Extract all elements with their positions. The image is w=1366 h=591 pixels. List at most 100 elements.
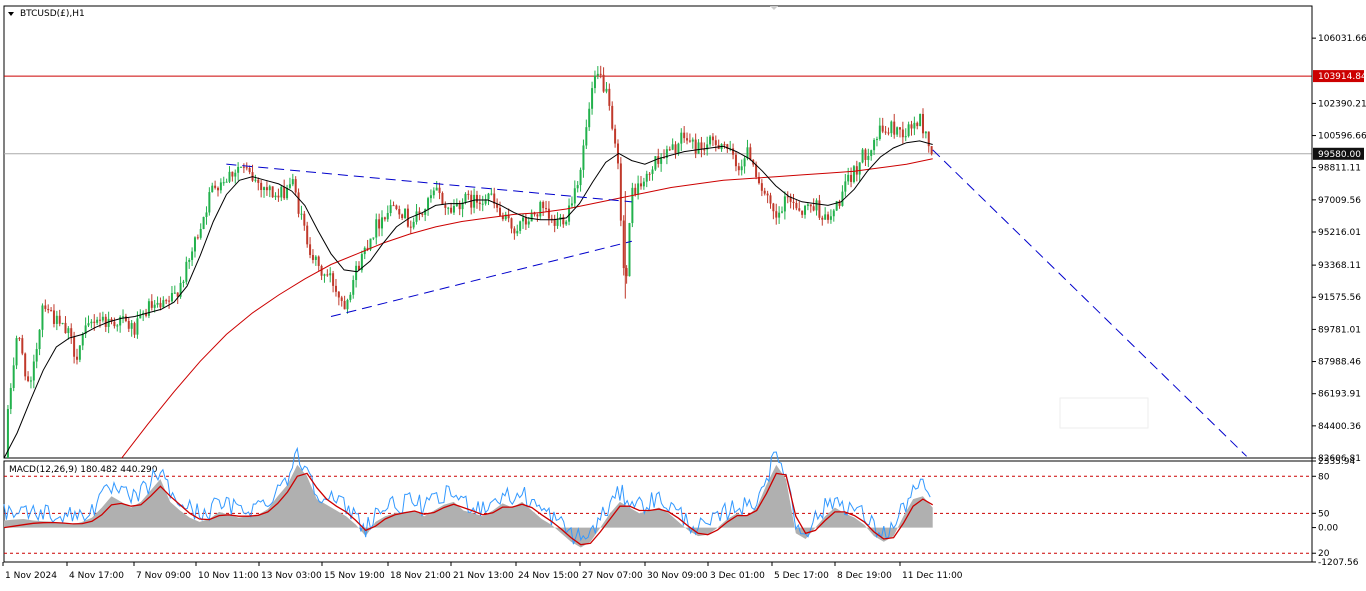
candle-body [406,208,409,227]
candle-body [755,164,758,177]
candle-body [824,214,827,220]
candle-body [332,273,335,286]
candle-body [855,166,858,175]
candle-body [852,166,855,182]
macd-tick-label: 50 [1318,509,1330,519]
candle-body [67,328,70,334]
candle-body [930,146,933,155]
candle-body [562,217,565,225]
candle-body [832,210,835,217]
macd-tick-label: 20 [1318,549,1330,559]
candle-body [639,183,642,187]
candle-body [657,156,660,164]
projection-line[interactable] [932,149,1247,457]
candle-body [645,173,648,182]
candle-body [922,113,925,134]
candle-body [412,221,415,228]
candle-body [145,312,148,316]
candle-body [202,216,205,229]
candle-body [890,121,893,134]
candle-body [507,214,510,219]
candle-body [588,108,591,128]
candle-body [873,139,876,151]
candle-body [519,221,522,231]
upper-triangle-line[interactable] [226,163,632,203]
candle-body [795,202,798,209]
candle-body [556,219,559,226]
candle-body [875,139,878,141]
candle-body [421,213,424,215]
symbol-dropdown-icon[interactable] [8,12,14,16]
candle-body [234,172,237,177]
candle-body [147,301,150,316]
candle-body [87,323,90,326]
macd-histogram [4,464,933,548]
candle-body [193,237,196,252]
candle-body [772,203,775,212]
candle-body [775,211,778,218]
price-tag-label: 99580.00 [1318,150,1361,160]
price-tick-label: 102390.21 [1318,99,1366,109]
candle-body [427,198,430,209]
candle-body [798,208,801,211]
candle-body [904,136,907,138]
candle-body [700,142,703,150]
candle-body [539,202,542,217]
candle-body [605,88,608,92]
candle-body [15,338,18,366]
candle-body [553,218,556,226]
lower-triangle-line[interactable] [330,240,632,318]
candle-body [75,356,78,360]
candle-body [343,300,346,310]
candle-body [188,259,191,262]
candle-body [306,225,309,245]
candle-body [378,219,381,229]
chart-shift-marker-icon[interactable] [770,6,778,10]
candle-body [64,322,67,334]
candle-body [674,144,677,154]
candle-body [850,174,853,182]
candle-body [441,192,444,205]
candle-body [6,409,9,458]
candle-body [608,88,611,106]
candle-body [522,217,525,222]
candle-body [228,171,231,182]
candle-body [32,361,35,381]
candle-body [867,155,870,160]
candle-body [107,318,110,327]
main-panel-frame [3,5,1313,459]
time-tick-label: 15 Nov 19:00 [324,571,385,581]
candle-body [527,221,530,225]
candle-body [280,186,283,198]
candle-body [237,166,240,173]
candle-body [99,319,102,321]
candle-body [565,221,568,225]
macd-title: MACD(12,26,9) 180.482 440.290 [9,465,158,475]
candle-body [18,338,21,340]
candle-body [409,226,412,228]
candle-body [286,187,289,199]
candle-body [170,292,173,302]
macd-tick-label: 0.00 [1318,524,1338,534]
time-tick-label: 5 Dec 17:00 [774,571,829,581]
candle-body [677,143,680,154]
candle-body [55,315,58,324]
candle-body [240,166,243,168]
candle-body [691,139,694,142]
candle-body [222,182,225,184]
candle-body [631,187,634,224]
candle-body [50,310,53,312]
time-tick-label: 11 Dec 11:00 [902,571,963,581]
candle-body [401,214,404,219]
price-tick-label: 86193.91 [1318,390,1361,400]
candle-body [357,265,360,271]
candle-body [591,88,594,109]
candle-body [910,124,913,129]
candle-body [680,132,683,144]
candle-body [452,206,455,213]
candle-body [386,213,389,220]
candle-body [70,328,73,337]
candle-body [475,194,478,203]
candle-body [746,147,749,159]
